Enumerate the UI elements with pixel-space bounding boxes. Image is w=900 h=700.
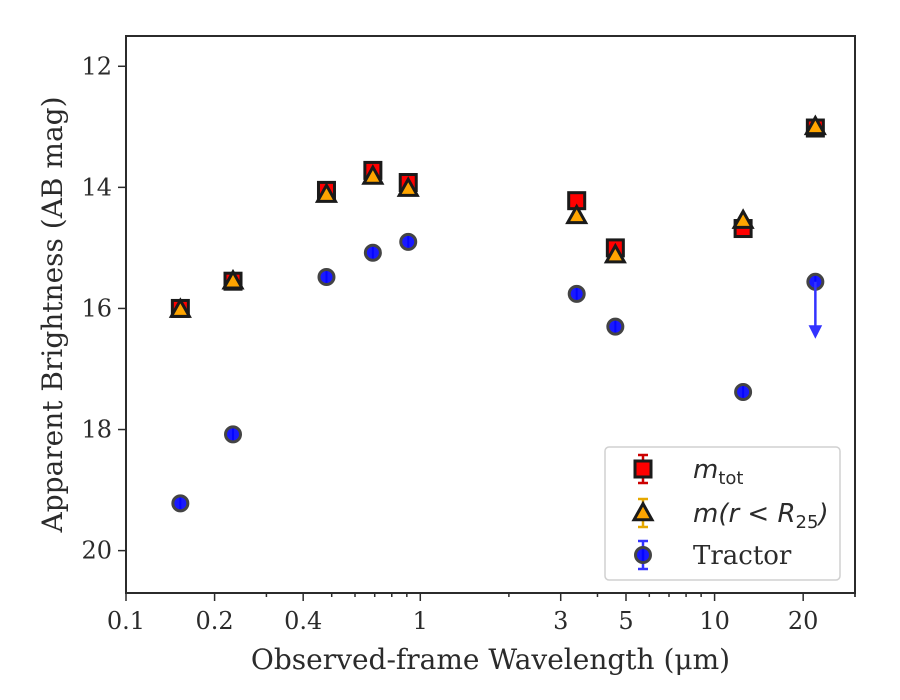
triangle-point bbox=[565, 203, 589, 225]
circle-point bbox=[567, 284, 586, 303]
circle-point bbox=[171, 494, 190, 513]
legend-label: Tractor bbox=[693, 541, 792, 571]
axes-frame bbox=[125, 35, 856, 594]
x-tick-label: 0.4 bbox=[284, 607, 322, 635]
x-tick-label: 5 bbox=[618, 607, 633, 635]
triangle-point bbox=[803, 114, 827, 136]
circle-point bbox=[317, 267, 336, 286]
circle-point bbox=[224, 425, 243, 444]
x-axis-label: Observed-frame Wavelength (μm) bbox=[251, 643, 730, 676]
y-tick-label: 20 bbox=[81, 537, 112, 565]
legend-label: mtot bbox=[693, 455, 743, 489]
circle-point bbox=[399, 232, 418, 251]
y-axis-label: Apparent Brightness (AB mag) bbox=[36, 97, 69, 534]
x-tick-label: 20 bbox=[788, 607, 819, 635]
triangle-point bbox=[221, 268, 245, 290]
triangle-point bbox=[168, 297, 192, 318]
y-tick-label: 18 bbox=[81, 416, 112, 444]
triangle-point bbox=[396, 176, 420, 197]
circle-point bbox=[363, 243, 382, 262]
triangle-point bbox=[314, 182, 339, 203]
axes: 0.1 0.2 0.4 1 3 5 10 20 12 14 16 18 20 bbox=[81, 35, 856, 635]
plot-area bbox=[168, 114, 827, 513]
x-tick-label: 10 bbox=[699, 607, 730, 635]
y-tick-label: 16 bbox=[81, 294, 112, 322]
y-tick-label: 12 bbox=[81, 52, 112, 80]
x-tick-label: 0.1 bbox=[107, 607, 145, 635]
circle-point bbox=[606, 317, 625, 336]
x-tick-label: 0.2 bbox=[196, 607, 234, 635]
triangle-point bbox=[603, 242, 627, 264]
circle-point bbox=[734, 382, 753, 401]
legend-box bbox=[604, 446, 841, 581]
legend-label: m(r < R25) bbox=[693, 499, 829, 533]
triangle-point bbox=[731, 208, 755, 229]
y-tick-label: 14 bbox=[81, 173, 112, 201]
x-tick-label: 3 bbox=[553, 607, 568, 635]
legend-square-marker bbox=[633, 459, 653, 479]
legend-triangle-marker bbox=[631, 500, 655, 522]
x-tick-label: 1 bbox=[413, 607, 428, 635]
triangle-point bbox=[361, 164, 385, 185]
legend-circle-marker bbox=[634, 546, 652, 564]
upper-limit-arrow-head bbox=[808, 325, 823, 339]
legend: mtot m(r < R25) Tractor bbox=[604, 446, 841, 581]
